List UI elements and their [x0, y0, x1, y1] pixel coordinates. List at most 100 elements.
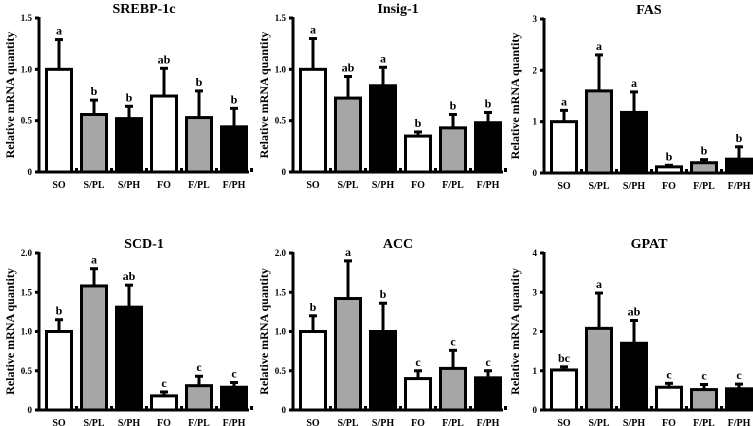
- bar-F/PH: [474, 121, 502, 174]
- chart-panel-1: Insig-1 Relative mRNA quantity 0 0.5 1.0 1.5 a…: [257, 2, 507, 191]
- bar-SO: [45, 67, 73, 174]
- significance-letter: c: [450, 334, 456, 348]
- significance-letter: ab: [158, 52, 171, 66]
- x-tick-label: S/PH: [623, 418, 645, 426]
- x-tick-label: S/PH: [372, 180, 394, 191]
- significance-letter: bc: [558, 351, 571, 365]
- x-tick-label: S/PH: [623, 181, 645, 192]
- significance-letter: b: [231, 92, 238, 106]
- y-tick-label: 2.0: [275, 248, 287, 258]
- y-tick-label: 1: [533, 366, 538, 376]
- bar-FO: [150, 394, 178, 412]
- significance-letter: b: [450, 99, 457, 113]
- x-tick-label: FO: [662, 181, 676, 192]
- x-tick-label: F/PL: [693, 181, 715, 192]
- y-tick-label: 0.5: [21, 116, 33, 126]
- y-tick-label: 1: [533, 117, 538, 127]
- bar-F/PH: [725, 157, 753, 175]
- y-tick-label: 2: [533, 65, 538, 75]
- y-tick-label: 0: [28, 167, 33, 177]
- bar-FO: [150, 94, 178, 174]
- chart-title: FAS: [636, 3, 662, 18]
- y-tick-label: 0: [533, 405, 538, 415]
- bar-S/PH: [115, 117, 143, 174]
- x-tick-label: SO: [52, 180, 66, 191]
- x-tick-label: F/PL: [442, 180, 464, 191]
- significance-letter: a: [631, 76, 637, 90]
- bar-S/PL: [80, 284, 108, 412]
- significance-letter: b: [310, 300, 317, 314]
- x-tick-label: FO: [157, 180, 171, 191]
- x-tick-label: F/PL: [442, 418, 464, 426]
- significance-letter: a: [596, 277, 602, 291]
- x-tick-label: S/PL: [588, 181, 609, 192]
- y-tick-label: 2: [533, 327, 538, 337]
- bar-F/PH: [474, 376, 502, 412]
- x-tick-label: F/PL: [188, 180, 210, 191]
- chart-panel-5: GPAT Relative mRNA quantity 0 1 2 3 4 bc SO a S/PL…: [508, 237, 753, 426]
- significance-letter: c: [231, 367, 237, 381]
- x-tick-label: F/PL: [188, 418, 210, 426]
- bar-S/PH: [620, 341, 648, 412]
- y-tick-label: 2.0: [21, 248, 33, 258]
- y-tick-label: 3: [533, 287, 538, 297]
- y-tick-label: 1.5: [21, 13, 33, 23]
- bar-S/PH: [115, 305, 143, 412]
- x-tick-label: S/PL: [337, 180, 358, 191]
- x-tick-label: F/PH: [223, 180, 246, 191]
- x-tick-label: F/PL: [693, 418, 715, 426]
- x-tick-label: SO: [306, 418, 320, 426]
- x-tick-label: FO: [411, 180, 425, 191]
- bar-F/PH: [725, 387, 753, 412]
- x-tick-label: S/PH: [118, 418, 140, 426]
- bar-FO: [404, 134, 432, 174]
- significance-letter: a: [561, 94, 567, 108]
- x-tick-label: SO: [306, 180, 320, 191]
- chart-title: ACC: [383, 237, 413, 252]
- significance-letter: b: [736, 131, 743, 145]
- y-axis-label: Relative mRNA quantity: [3, 32, 17, 159]
- x-tick-label: FO: [157, 418, 171, 426]
- y-tick-label: 3: [533, 14, 538, 24]
- bar-SO: [299, 330, 327, 412]
- significance-letter: b: [126, 90, 133, 104]
- significance-letter: a: [345, 245, 351, 259]
- bar-F/PL: [439, 366, 467, 412]
- x-tick-label: SO: [557, 181, 571, 192]
- bar-F/PL: [690, 161, 718, 175]
- bar-S/PL: [80, 113, 108, 174]
- significance-letter: b: [380, 287, 387, 301]
- y-axis-label: Relative mRNA quantity: [508, 268, 522, 395]
- significance-letter: c: [666, 367, 672, 381]
- y-axis-label: Relative mRNA quantity: [3, 268, 17, 395]
- bar-S/PL: [585, 326, 613, 412]
- y-tick-label: 1.5: [21, 287, 33, 297]
- x-tick-label: S/PL: [83, 418, 104, 426]
- chart-title: SCD-1: [124, 237, 164, 252]
- x-tick-label: SO: [557, 418, 571, 426]
- x-tick-label: F/PH: [728, 181, 751, 192]
- significance-letter: a: [380, 51, 386, 65]
- bar-S/PL: [334, 297, 362, 412]
- significance-letter: c: [415, 355, 421, 369]
- y-tick-label: 0: [282, 167, 287, 177]
- chart-panel-4: ACC Relative mRNA quantity 0 0.5 1.0 1.5 2.0 b S…: [257, 237, 507, 426]
- y-tick-label: 1.0: [275, 327, 287, 337]
- significance-letter: a: [56, 24, 62, 38]
- bar-S/PH: [369, 330, 397, 412]
- bar-F/PL: [690, 388, 718, 412]
- significance-letter: b: [415, 116, 422, 130]
- x-tick-label: S/PL: [83, 180, 104, 191]
- y-tick-label: 1.0: [21, 64, 33, 74]
- chart-title: Insig-1: [377, 2, 418, 17]
- y-axis-label: Relative mRNA quantity: [257, 268, 271, 395]
- bar-F/PL: [185, 384, 213, 412]
- x-tick-label: F/PH: [477, 180, 500, 191]
- significance-letter: b: [485, 96, 492, 110]
- bar-FO: [404, 377, 432, 412]
- y-axis-label: Relative mRNA quantity: [508, 33, 522, 160]
- y-tick-label: 0: [282, 405, 287, 415]
- y-tick-label: 1.0: [275, 64, 287, 74]
- y-tick-label: 0.5: [275, 366, 287, 376]
